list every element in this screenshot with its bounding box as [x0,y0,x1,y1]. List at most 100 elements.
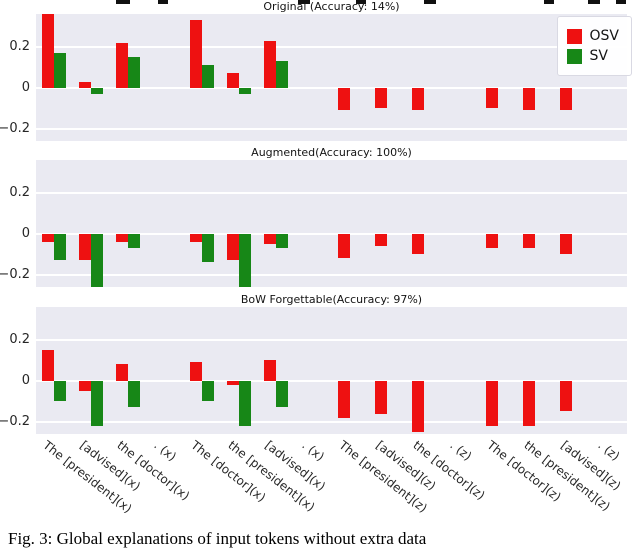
clipped-text-fragment [116,0,130,4]
gridline [36,127,627,130]
plot-area [36,307,627,434]
gridline [36,420,627,423]
subplot-title: Augmented(Accuracy: 100%) [251,146,412,159]
bar-osv [227,73,240,88]
bar-sv [239,233,252,287]
bar-sv [128,57,141,88]
y-tick-label: 0 [21,225,30,241]
subplot-title: BoW Forgettable(Accuracy: 97%) [240,293,423,306]
bar-osv [116,364,129,381]
bar-osv [374,380,387,414]
bar-osv [522,380,535,426]
bar-osv [227,380,240,385]
bar-osv [42,350,55,381]
legend: OSV SV [556,16,632,76]
clipped-text-fragment [298,0,310,4]
bar-sv [128,233,141,249]
bar-osv [411,87,424,111]
bar-osv [559,380,572,412]
clipped-text-fragment [544,0,554,4]
bar-sv [276,61,289,88]
gridline [36,338,627,341]
clipped-text-fragment [158,0,168,4]
bar-osv [190,233,203,242]
gridline [36,379,627,382]
y-tick-label: −0.2 [0,413,30,429]
bar-osv [374,87,387,109]
bar-sv [239,87,252,94]
bar-sv [54,233,67,261]
bar-sv [276,380,289,408]
bar-sv [276,233,289,249]
x-tick-label: . (x) [299,438,328,464]
bar-osv [264,40,277,88]
clipped-text-fragment [588,0,600,4]
legend-label-osv: OSV [589,28,619,44]
gridline [36,191,627,194]
gridline [36,45,627,48]
bar-osv [79,380,92,391]
bar-osv [411,380,424,432]
legend-label-sv: SV [589,48,608,64]
bar-osv [522,233,535,249]
bar-sv [128,380,141,408]
bar-osv [190,20,203,88]
gridline [36,232,627,235]
bar-osv [522,87,535,111]
bar-osv [411,233,424,255]
x-tick-label: . (z) [594,438,622,464]
subplot-original: Original (Accuracy: 14%) 0.2 0 −0.2 [0,0,627,141]
legend-item-sv: SV [566,48,619,64]
bar-osv [264,233,277,244]
clipped-text-fragment [616,0,626,4]
bar-osv [190,362,203,381]
bar-sv [54,380,67,402]
bar-osv [264,360,277,381]
bar-osv [79,81,92,88]
bar-osv [116,233,129,242]
bar-sv [91,380,104,426]
bar-osv [227,233,240,261]
osv-color-swatch [566,28,582,44]
bar-sv [91,87,104,94]
x-tick-label: . (z) [447,438,475,464]
bar-osv [559,87,572,111]
plot-area [36,160,627,287]
bar-sv [202,380,215,402]
y-tick-label: 0.2 [9,331,30,347]
bar-osv [485,380,498,426]
bar-osv [337,233,350,259]
bar-osv [116,42,129,88]
bar-sv [54,52,67,88]
figure-caption: Fig. 3: Global explanations of input tok… [8,529,427,548]
y-tick-label: 0 [21,372,30,388]
y-tick-label: 0.2 [9,38,30,54]
bar-sv [239,380,252,426]
bar-osv [485,233,498,249]
bar-sv [202,65,215,88]
y-tick-label: −0.2 [0,120,30,136]
clipped-text-fragment [424,0,436,4]
bar-osv [374,233,387,247]
y-tick-label: 0.2 [9,184,30,200]
bar-osv [559,233,572,255]
gridline [36,273,627,276]
plot-area [36,14,627,141]
y-tick-label: 0 [21,79,30,95]
bar-osv [485,87,498,109]
bar-osv [79,233,92,261]
bar-osv [337,87,350,111]
bar-osv [337,380,350,418]
bar-osv [42,233,55,242]
bar-sv [91,233,104,287]
x-tick-label: . (x) [151,438,180,464]
sv-color-swatch [566,48,582,64]
legend-item-osv: OSV [566,28,619,44]
y-tick-label: −0.2 [0,266,30,282]
clipped-text-fragment [356,0,366,4]
bar-sv [202,233,215,263]
bar-osv [42,14,55,88]
subplot-bow-forgettable: BoW Forgettable(Accuracy: 97%) 0.2 0 −0.2 [0,293,627,434]
subplot-title: Original (Accuracy: 14%) [263,0,400,13]
